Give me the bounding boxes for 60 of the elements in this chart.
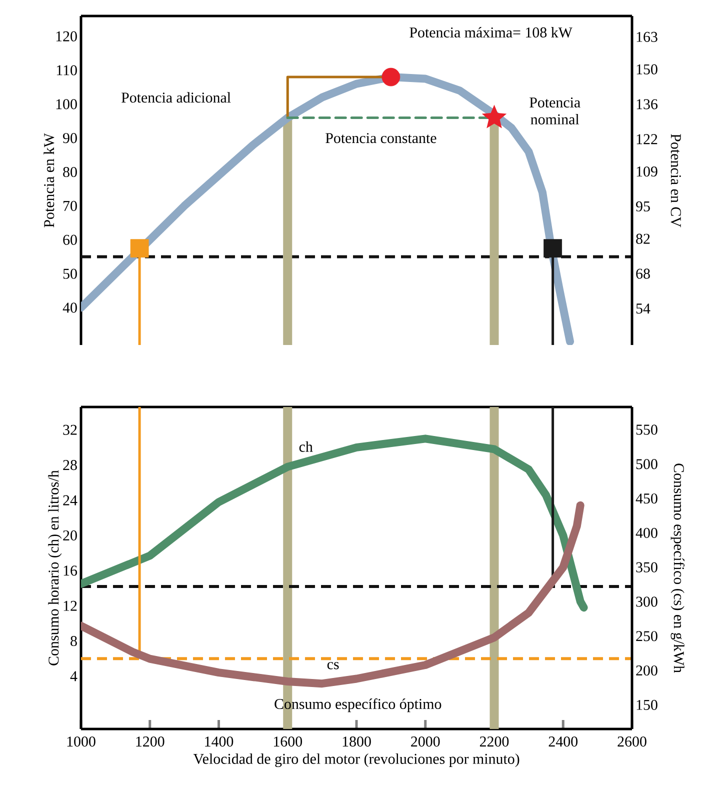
y2-tick-label: 200: [636, 665, 658, 676]
y2-tick-label: 109: [636, 166, 658, 177]
y-tick-label: 50: [63, 268, 77, 279]
annotation: Potencia constante: [326, 133, 436, 144]
y2-tick-label: 150: [636, 700, 658, 710]
y-tick-label: 16: [64, 566, 78, 576]
x-tick-label: 1800: [342, 736, 371, 747]
y-tick-label: 32: [63, 424, 77, 435]
point: [544, 239, 562, 258]
y-axis-title: Potencia en kW: [44, 133, 54, 228]
y2-tick-label: 450: [636, 493, 658, 504]
y-tick-label: 28: [63, 460, 77, 470]
y2-tick-label: 400: [636, 528, 658, 538]
y2-tick-label: 68: [636, 268, 650, 279]
point: [382, 68, 400, 86]
x-tick-label: 1000: [67, 736, 96, 747]
x-tick-label: 1600: [274, 736, 302, 747]
y-tick-label: 70: [64, 200, 77, 211]
y2-tick-label: 250: [636, 631, 658, 642]
y-tick-label: 20: [63, 530, 77, 540]
y-tick-label: 12: [64, 600, 77, 611]
y-tick-label: 80: [63, 166, 77, 178]
y-tick-label: 4: [70, 671, 78, 682]
point: [482, 104, 507, 128]
y-tick-label: 110: [56, 65, 77, 76]
y-tick-label: 120: [56, 31, 77, 42]
y-tick-label: 100: [56, 99, 77, 110]
y2-tick-label: 300: [636, 596, 658, 607]
x-tick-label: 1200: [136, 736, 164, 747]
y2-tick-label: 350: [636, 562, 658, 572]
x-tick-label: 2400: [548, 736, 578, 747]
annotation: Potencia nominal: [530, 97, 580, 124]
annotation: Potencia adicional: [122, 92, 231, 103]
y2-tick-label: 150: [636, 64, 658, 74]
y2-tick-label: 122: [636, 134, 658, 144]
x-tick-label: 2000: [411, 736, 440, 747]
y-tick-label: 24: [63, 495, 78, 506]
annotation: ch: [299, 441, 313, 452]
y2-tick-label: 82: [636, 234, 650, 244]
x-tick-label: 2600: [618, 736, 646, 747]
y-tick-label: 90: [63, 133, 77, 144]
y2-tick-label: 500: [636, 459, 658, 470]
x-axis-title: Velocidad de giro del motor (revoluciones por minuto): [193, 753, 520, 768]
annotation: Consumo específico óptimo: [274, 698, 442, 712]
y-tick-label: 60: [63, 234, 77, 245]
y2-tick-label: 550: [636, 424, 658, 435]
y-tick-label: 40: [62, 302, 77, 313]
y2-tick-label: 54: [636, 304, 650, 314]
annotation: cs: [327, 662, 339, 670]
y2-tick-label: 95: [636, 201, 650, 212]
x-tick-label: 2200: [480, 736, 509, 747]
point: [130, 239, 149, 258]
y2-tick-label: 136: [636, 99, 658, 110]
annotation: Potencia máxima= 108 kW: [410, 26, 572, 38]
y-tick-label: 8: [70, 636, 77, 646]
y2-axis-title: Potencia en CV: [670, 134, 681, 228]
y-axis-title: Consumo horario (ch) en litros/h: [48, 470, 62, 666]
y2-tick-label: 163: [636, 32, 658, 42]
x-tick-label: 1400: [205, 736, 234, 747]
y2-axis-title: Consumo específico (cs) en g/kWh: [670, 464, 685, 673]
